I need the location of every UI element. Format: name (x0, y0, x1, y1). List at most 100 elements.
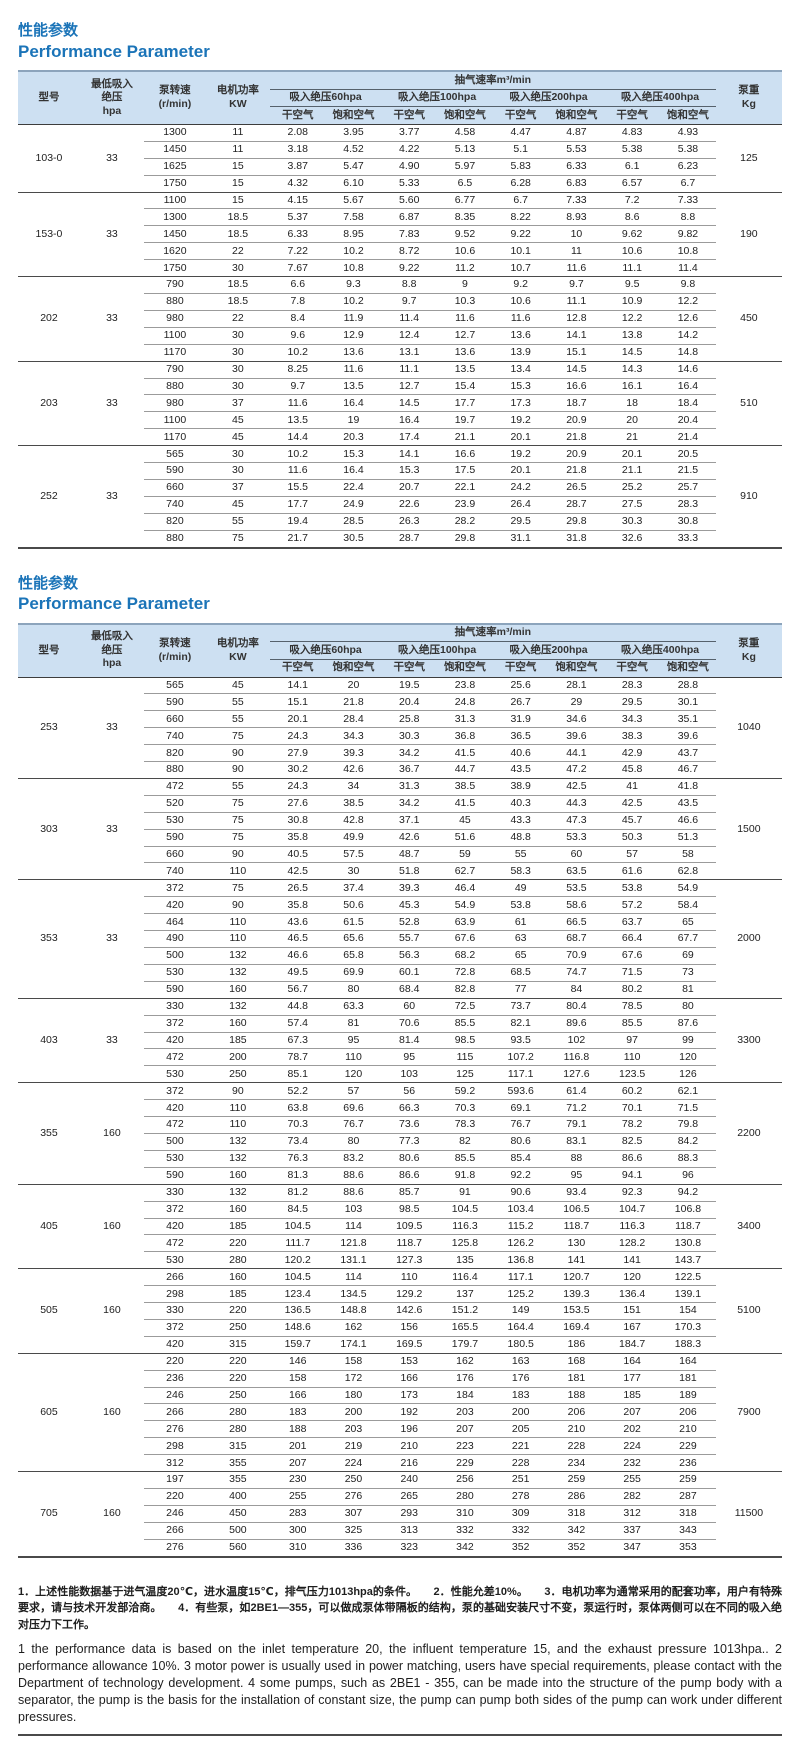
column-header: 吸入绝压60hpa (269, 89, 382, 108)
table-cell: 33 (79, 191, 144, 277)
table-row: 505 160 266 160 104.5 114 110 116.4 117.1 120.7 12… (18, 1268, 782, 1354)
table-cell: 62.1 (660, 1082, 716, 1100)
table-cell: 276 (325, 1488, 382, 1506)
table-cell: 78.2 (604, 1116, 661, 1134)
table-cell: 60 (548, 845, 605, 863)
table-cell: 232 (604, 1454, 661, 1472)
table-row: 880 75 21.7 30.5 28.7 29.8 31.1 31.8 32.6 33.3 (18, 529, 782, 548)
table-cell: 90 (205, 896, 270, 914)
table-cell: 980 (143, 309, 206, 328)
table-cell: 56.7 (269, 980, 326, 999)
table-cell: 18.7 (548, 394, 605, 412)
table-cell: 137 (437, 1285, 493, 1303)
table-row: 590 160 81.3 88.6 86.6 91.8 92.2 95 94.1 96 (18, 1166, 782, 1185)
table-cell: 55 (205, 710, 270, 728)
table-cell: 30 (325, 862, 382, 880)
table-cell: 30 (205, 259, 270, 277)
table-cell: 12.7 (381, 377, 438, 395)
table-cell: 68.5 (492, 963, 549, 982)
table-cell: 21.8 (325, 693, 382, 711)
table-cell: 78.5 (604, 997, 661, 1016)
table-cell: 110 (205, 1099, 270, 1117)
table-cell: 62.8 (660, 862, 716, 880)
table-cell: 132 (205, 1183, 270, 1202)
table-cell: 20.5 (660, 445, 716, 463)
table-cell: 220 (143, 1352, 206, 1371)
table-cell: 790 (143, 276, 206, 294)
table-cell: 21.5 (660, 462, 716, 480)
table-cell: 450 (205, 1504, 270, 1523)
table-cell: 500 (205, 1521, 270, 1540)
table-cell: 252 (18, 445, 80, 548)
table-cell: 71.5 (604, 963, 661, 982)
table-cell: 1500 (715, 777, 782, 880)
table-cell: 13.6 (492, 326, 549, 345)
table-row: 252 33 565 30 10.2 15.3 14.1 16.6 19.2 20.9 20.1 20… (18, 445, 782, 548)
column-header: 吸入绝压100hpa (381, 641, 493, 660)
table-cell: 310 (269, 1538, 326, 1557)
column-header: 吸入绝压400hpa (604, 641, 716, 660)
table-cell: 24.3 (269, 727, 326, 745)
section-title-en: Performance Parameter (18, 41, 210, 61)
table-cell: 3.87 (269, 157, 326, 176)
table-cell: 980 (143, 394, 206, 412)
table-cell: 6.77 (437, 191, 493, 209)
table-cell: 19.2 (492, 411, 549, 429)
table-cell: 70.9 (548, 947, 605, 965)
table-cell: 450 (715, 276, 782, 362)
table-cell: 20.4 (660, 411, 716, 429)
table-row: 464 110 43.6 61.5 52.8 63.9 61 66.5 63.7 65 (18, 913, 782, 931)
table-cell: 32.6 (604, 529, 661, 548)
table-cell: 185 (604, 1386, 661, 1404)
table-cell: 48.8 (492, 828, 549, 847)
table-cell: 20.4 (381, 693, 438, 711)
table-cell: 293 (381, 1504, 438, 1523)
table-cell: 300 (269, 1521, 326, 1540)
table-cell: 21.4 (660, 428, 716, 446)
table-cell: 13.5 (437, 360, 493, 379)
table-cell: 83.1 (548, 1132, 605, 1151)
table-cell: 78.7 (269, 1048, 326, 1066)
table-cell: 21.1 (437, 428, 493, 446)
table-cell: 355 (205, 1471, 270, 1489)
table-cell: 740 (143, 862, 206, 880)
table-cell: 141 (548, 1251, 605, 1269)
table-cell: 96 (660, 1166, 716, 1185)
table-cell: 14.8 (660, 343, 716, 362)
table-cell: 127.3 (381, 1251, 438, 1269)
table-cell: 73.4 (269, 1132, 326, 1151)
table-cell: 174.1 (325, 1335, 382, 1354)
table-cell: 74.7 (548, 963, 605, 982)
table-cell: 5.1 (492, 140, 549, 159)
table-cell: 63.7 (604, 913, 661, 931)
table-cell: 185 (205, 1285, 270, 1303)
table-cell: 8.25 (269, 360, 326, 379)
table-cell: 90 (205, 744, 270, 762)
table-cell: 312 (143, 1454, 206, 1472)
table-cell: 26.5 (548, 478, 605, 497)
table-cell: 1100 (143, 411, 206, 429)
table-cell: 250 (205, 1065, 270, 1083)
table-cell: 10.6 (492, 292, 549, 311)
table-cell: 17.7 (437, 394, 493, 412)
table-cell: 109.5 (381, 1217, 438, 1235)
table-cell: 39.6 (548, 727, 605, 745)
table-cell: 20.7 (381, 478, 438, 497)
table-cell: 10.8 (660, 242, 716, 260)
section-title-en: Performance Parameter (18, 594, 210, 614)
table-cell: 63.8 (269, 1099, 326, 1117)
table-cell: 90 (205, 1082, 270, 1100)
table-cell: 82.5 (604, 1132, 661, 1151)
table-cell: 283 (269, 1504, 326, 1523)
column-header: 吸入绝压200hpa (492, 89, 605, 108)
table-cell: 103-0 (18, 123, 80, 193)
table-cell: 11.6 (269, 462, 326, 480)
table-cell: 120 (604, 1268, 661, 1286)
table-cell: 110 (205, 1116, 270, 1134)
table-cell: 49 (492, 879, 549, 897)
table-cell: 13.5 (269, 411, 326, 429)
table-cell: 75 (205, 879, 270, 897)
table-cell: 79.8 (660, 1116, 716, 1134)
table-cell: 790 (143, 360, 206, 379)
table-cell: 9.7 (269, 377, 326, 395)
